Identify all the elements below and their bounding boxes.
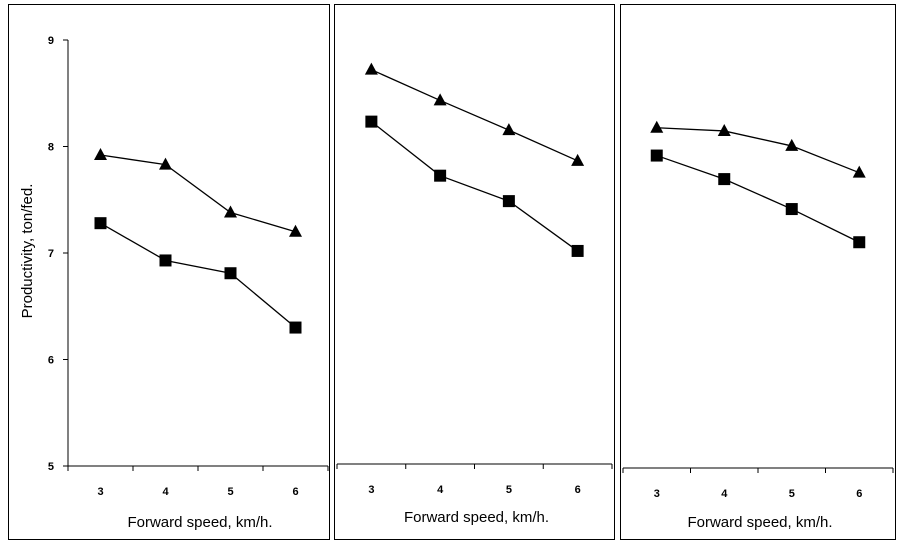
data-point-triangle <box>571 153 585 166</box>
data-point-square <box>571 244 584 257</box>
data-point-triangle <box>224 205 237 218</box>
data-point-square <box>94 217 107 230</box>
data-point-triangle <box>502 123 516 136</box>
x-tick-label: 5 <box>789 488 795 500</box>
data-point-square <box>434 169 447 182</box>
y-tick-label: 5 <box>48 461 54 473</box>
panel-frame <box>334 4 615 540</box>
data-point-triangle <box>159 157 172 170</box>
data-point-square <box>224 267 237 280</box>
data-point-triangle <box>364 62 378 75</box>
data-point-square <box>853 236 866 249</box>
y-tick-label: 8 <box>48 142 54 154</box>
x-tick-label: 3 <box>97 486 103 498</box>
y-axis-title: Productivity, ton/fed. <box>19 184 36 319</box>
series-line-triangle <box>371 69 578 162</box>
panel-frame <box>8 4 330 540</box>
data-point-triangle <box>289 224 302 237</box>
x-tick-label: 3 <box>368 484 374 496</box>
x-tick-label: 5 <box>506 484 512 496</box>
data-point-square <box>289 321 302 334</box>
data-point-triangle <box>650 120 664 133</box>
data-point-triangle <box>717 123 731 136</box>
x-tick-label: 3 <box>654 488 660 500</box>
series-line-triangle <box>656 127 860 174</box>
data-point-triangle <box>852 165 866 178</box>
x-tick-label: 6 <box>575 484 581 496</box>
x-tick-label: 4 <box>721 488 728 500</box>
y-tick-label: 7 <box>48 248 54 260</box>
x-axis-title: Forward speed, km/h. <box>687 514 832 531</box>
data-point-square <box>718 173 731 186</box>
data-point-square <box>365 115 378 128</box>
series-line-triangle <box>100 154 296 233</box>
y-tick-label: 6 <box>48 355 54 367</box>
x-tick-label: 4 <box>162 486 169 498</box>
x-tick-label: 5 <box>227 486 233 498</box>
y-tick-label: 9 <box>48 35 54 47</box>
chart-panel-3: 3 4 5 6 Forward speed, km/h. <box>620 4 896 540</box>
data-point-triangle <box>785 138 799 151</box>
data-point-square <box>502 195 515 208</box>
series-line-square <box>370 121 579 252</box>
series-line-square <box>656 154 860 243</box>
data-point-triangle <box>94 148 107 161</box>
chart-panel-2: 3 4 5 6 Forward speed, km/h. <box>334 4 615 540</box>
series-line-square <box>100 222 296 329</box>
data-point-square <box>159 254 172 267</box>
x-tick-label: 6 <box>292 486 298 498</box>
x-axis-title: Forward speed, km/h. <box>127 514 272 531</box>
data-point-square <box>785 203 798 216</box>
x-tick-label: 6 <box>856 488 862 500</box>
data-point-square <box>650 149 663 162</box>
x-axis-title: Forward speed, km/h. <box>404 509 549 526</box>
panel-frame <box>620 4 896 540</box>
data-point-triangle <box>433 93 447 106</box>
chart-panel-1: 3 4 5 6 5 6 7 8 9 Productivity, ton/fed. Forward s… <box>8 4 330 540</box>
x-tick-label: 4 <box>437 484 444 496</box>
